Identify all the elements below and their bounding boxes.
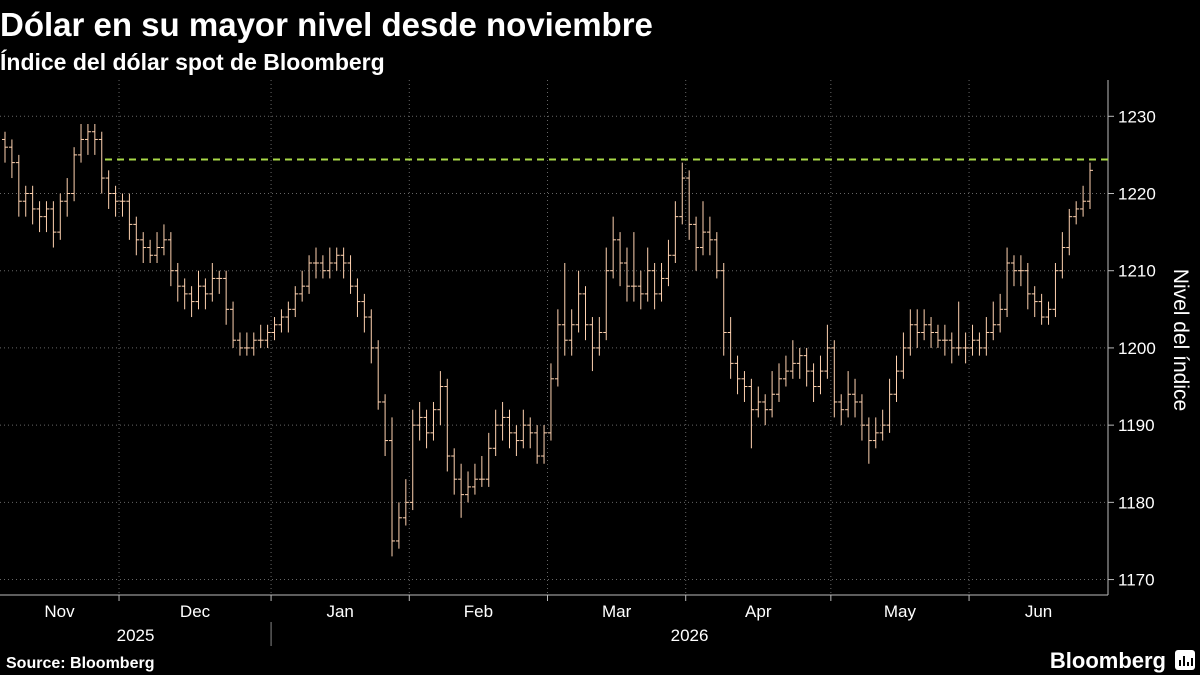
year-label: 2026 — [671, 626, 709, 645]
x-tick-label: Feb — [464, 602, 493, 621]
y-tick-label: 1190 — [1118, 416, 1155, 435]
x-tick-label: Mar — [602, 602, 632, 621]
x-tick-label: Nov — [44, 602, 75, 621]
logo-icon — [1175, 650, 1195, 670]
y-tick-label: 1210 — [1118, 262, 1156, 281]
x-tick-label: Dec — [180, 602, 211, 621]
x-tick-label: Jun — [1025, 602, 1052, 621]
source: Source: Bloomberg — [6, 655, 154, 672]
year-label: 2025 — [117, 626, 155, 645]
x-tick-label: May — [884, 602, 917, 621]
logo: Bloomberg — [1050, 648, 1166, 673]
x-tick-label: Jan — [326, 602, 353, 621]
x-tick-label: Apr — [745, 602, 772, 621]
chart-subtitle: Índice del dólar spot de Bloomberg — [0, 48, 385, 75]
y-tick-label: 1220 — [1118, 185, 1156, 204]
y-tick-label: 1200 — [1118, 339, 1156, 358]
y-tick-label: 1180 — [1118, 493, 1155, 512]
y-tick-label: 1170 — [1118, 571, 1155, 590]
chart-title: Dólar en su mayor nivel desde noviembre — [0, 6, 653, 43]
y-axis-label: Nivel del índice — [1169, 269, 1192, 411]
y-tick-label: 1230 — [1118, 107, 1156, 126]
